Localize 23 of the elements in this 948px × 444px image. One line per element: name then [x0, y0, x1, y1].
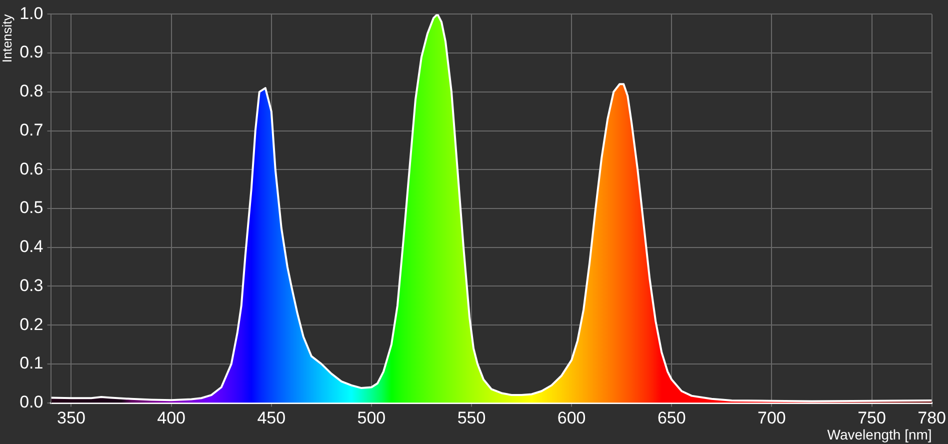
x-tick-label: 600 — [557, 408, 586, 428]
y-tick-label: 0.6 — [20, 159, 44, 178]
y-tick-label: 0.8 — [20, 82, 44, 101]
x-tick-label: 550 — [457, 408, 486, 428]
y-tick-label: 0.7 — [20, 120, 44, 140]
x-tick-label: 780 — [918, 408, 946, 428]
x-tick-label: 450 — [257, 408, 286, 428]
y-tick-label: 0.0 — [20, 392, 44, 412]
x-tick-label: 750 — [858, 408, 886, 428]
x-tick-label: 400 — [157, 408, 186, 428]
x-tick-label: 350 — [57, 408, 86, 428]
y-tick-label: 0.3 — [20, 276, 44, 295]
y-axis-title: Intensity — [0, 14, 14, 63]
x-tick-label: 650 — [657, 408, 686, 428]
y-tick-label: 0.2 — [20, 314, 44, 334]
y-tick-label: 0.4 — [20, 237, 44, 256]
y-tick-label: 0.5 — [20, 198, 44, 218]
x-tick-label: 700 — [758, 408, 786, 428]
x-tick-label: 500 — [357, 408, 386, 428]
y-tick-label: 1.0 — [20, 4, 44, 23]
y-tick-label: 0.1 — [20, 354, 44, 373]
x-axis-title: Wavelength [nm] — [827, 426, 932, 442]
y-tick-label: 0.9 — [20, 42, 44, 62]
